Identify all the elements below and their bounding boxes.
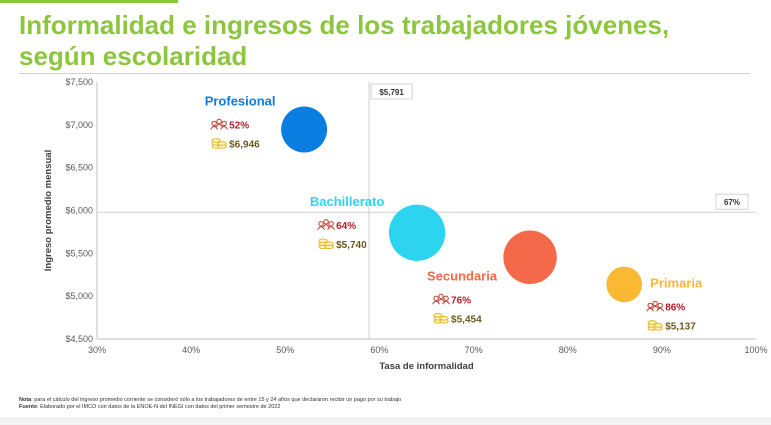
bubble-point xyxy=(281,106,328,153)
bubble-point xyxy=(503,230,557,284)
y-axis-title: Ingreso promedio mensual xyxy=(43,150,54,271)
people-icon xyxy=(432,293,450,305)
bubble-category-label: Bachillerato xyxy=(310,194,384,209)
note-line: Nota: para el cálculo del ingreso promed… xyxy=(19,397,401,404)
reference-label-box xyxy=(370,83,413,100)
y-tick-label: $5,000 xyxy=(65,291,93,301)
reference-label-box xyxy=(715,193,749,210)
y-tick-label: $6,000 xyxy=(65,206,93,216)
x-tick-label: 90% xyxy=(653,345,671,355)
coins-icon xyxy=(433,313,449,324)
y-tick-label: $5,500 xyxy=(65,248,93,258)
income-value-label: $5,454 xyxy=(451,314,482,325)
source-line: Fuente: Elaborado por el IMCO con datos … xyxy=(19,404,401,411)
x-tick-label: 30% xyxy=(88,345,106,355)
income-value-label: $5,137 xyxy=(665,321,696,332)
y-tick-label: $6,500 xyxy=(65,163,93,173)
income-value-label: $5,740 xyxy=(336,240,367,251)
reference-label: $5,791 xyxy=(379,88,404,97)
source-label: Fuente xyxy=(19,404,38,410)
bubble-category-label: Primaria xyxy=(650,275,703,290)
note-text: : para el cálculo del ingreso promedio c… xyxy=(31,397,402,403)
x-tick-label: 100% xyxy=(744,345,767,355)
y-tick-label: $7,500 xyxy=(65,77,93,87)
footer-strip xyxy=(0,417,771,425)
x-tick-label: 40% xyxy=(182,345,200,355)
informality-rate-label: 64% xyxy=(336,221,356,232)
x-tick-label: 60% xyxy=(370,345,388,355)
reference-label: 67% xyxy=(724,198,740,207)
coins-icon xyxy=(211,138,227,149)
informality-rate-label: 52% xyxy=(229,120,249,131)
people-icon xyxy=(317,219,336,231)
people-icon xyxy=(646,300,665,312)
source-text: : Elaborado por el IMCO con datos de la … xyxy=(37,404,281,410)
title-accent-bar xyxy=(0,0,178,3)
coins-icon xyxy=(647,320,663,331)
bubble-point xyxy=(606,266,643,303)
informality-rate-label: 76% xyxy=(451,295,471,306)
x-axis-title: Tasa de informalidad xyxy=(379,361,474,372)
people-icon xyxy=(210,118,229,130)
notes-block: Nota: para el cálculo del ingreso promed… xyxy=(19,397,401,411)
bubble-category-label: Profesional xyxy=(205,93,276,108)
bubble-category-label: Secundaria xyxy=(427,268,498,283)
title-divider xyxy=(19,73,750,74)
note-label: Nota xyxy=(19,397,32,403)
y-tick-label: $7,000 xyxy=(65,120,93,130)
y-tick-label: $4,500 xyxy=(65,334,93,344)
informality-rate-label: 86% xyxy=(665,302,685,313)
coins-icon xyxy=(318,238,334,250)
income-value-label: $6,946 xyxy=(229,139,260,150)
page-title: Informalidad e ingresos de los trabajado… xyxy=(19,10,670,71)
bubble-point xyxy=(388,204,446,261)
x-tick-label: 80% xyxy=(559,345,577,355)
x-tick-label: 70% xyxy=(465,345,483,355)
x-tick-label: 50% xyxy=(276,345,294,355)
